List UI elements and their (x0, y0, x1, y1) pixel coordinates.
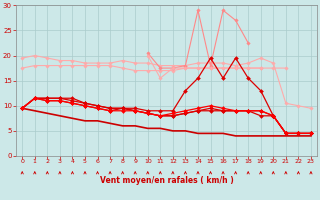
X-axis label: Vent moyen/en rafales ( km/h ): Vent moyen/en rafales ( km/h ) (100, 176, 234, 185)
